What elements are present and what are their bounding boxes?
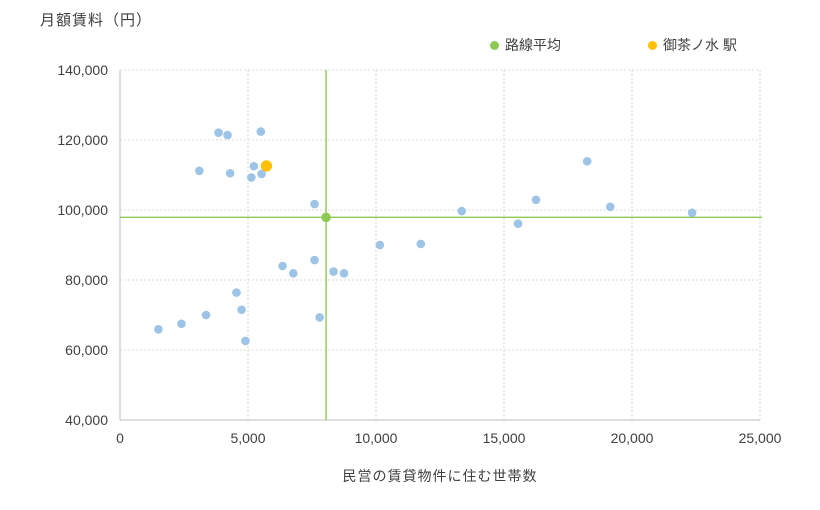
stations-point xyxy=(232,288,241,297)
stations-point xyxy=(339,269,349,278)
stations-point xyxy=(582,157,592,166)
y-tick-label: 40,000 xyxy=(65,412,108,428)
stations-point xyxy=(531,195,541,205)
stations-point xyxy=(375,240,385,250)
stations-point xyxy=(278,261,287,271)
stations-point xyxy=(214,128,223,137)
stations-point xyxy=(513,219,523,228)
stations-point xyxy=(310,199,319,209)
stations-point xyxy=(201,310,211,320)
x-axis-title: 民営の賃貸物件に住む世帯数 xyxy=(342,468,538,484)
ochanomizu-legend-dot-icon xyxy=(648,40,657,50)
route-average-legend-dot-icon xyxy=(490,40,499,50)
stations-point xyxy=(256,127,266,136)
x-tick-label: 20,000 xyxy=(611,430,654,446)
legend-item-ochanomizu: 御茶ノ水 駅 xyxy=(648,35,737,55)
legend-item-route-average: 路線平均 xyxy=(490,35,561,55)
stations-point xyxy=(225,168,235,178)
x-tick-label: 15,000 xyxy=(483,430,526,446)
stations-point xyxy=(416,239,426,249)
stations-point xyxy=(605,202,615,212)
y-tick-label: 80,000 xyxy=(65,272,108,288)
x-tick-label: 10,000 xyxy=(355,430,398,446)
stations-point xyxy=(289,269,298,278)
stations-point xyxy=(237,305,246,315)
stations-point xyxy=(247,173,256,182)
legend-label-ochanomizu: 御茶ノ水 駅 xyxy=(663,37,737,53)
stations-point xyxy=(195,166,204,176)
y-tick-label: 140,000 xyxy=(57,62,108,78)
route_average-point xyxy=(321,212,331,223)
y-tick-label: 100,000 xyxy=(57,202,108,218)
stations-point xyxy=(329,267,338,276)
y-tick-label: 120,000 xyxy=(57,132,108,148)
stations-point xyxy=(457,206,467,216)
x-tick-label: 25,000 xyxy=(739,430,782,446)
stations-point xyxy=(223,130,232,140)
stations-point xyxy=(177,319,186,329)
stations-point xyxy=(310,255,319,265)
x-tick-label: 0 xyxy=(116,430,124,446)
legend-label-route-average: 路線平均 xyxy=(505,37,561,53)
stations-point xyxy=(154,325,163,334)
stations-point xyxy=(687,208,697,218)
stations-point xyxy=(257,169,266,179)
x-tick-label: 5,000 xyxy=(230,430,265,446)
stations-point xyxy=(315,313,324,322)
y-axis-title: 月額賃料（円） xyxy=(40,12,153,29)
y-tick-label: 60,000 xyxy=(65,342,108,358)
stations-point xyxy=(249,161,259,171)
stations-point xyxy=(241,336,250,346)
ochanomizu-point xyxy=(260,160,273,172)
